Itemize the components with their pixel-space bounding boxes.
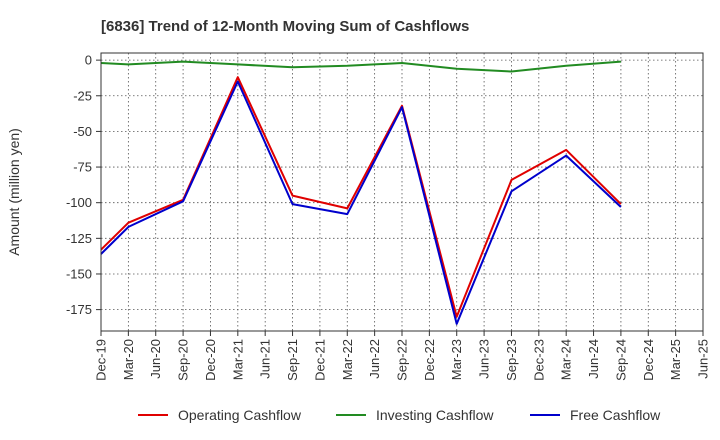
x-tick-label: Dec-19 — [94, 339, 109, 381]
x-tick-label: Dec-21 — [312, 339, 327, 381]
x-tick-label: Dec-23 — [531, 339, 546, 381]
y-tick-label: -150 — [66, 266, 92, 281]
x-tick-label: Jun-20 — [148, 339, 163, 379]
x-tick-label: Sep-23 — [504, 339, 519, 381]
y-tick-label: -100 — [66, 195, 92, 210]
x-tick-label: Jun-22 — [367, 339, 382, 379]
x-tick-label: Dec-20 — [203, 339, 218, 381]
x-tick-label: Mar-25 — [668, 339, 683, 380]
y-tick-label: 0 — [85, 53, 92, 68]
legend: Operating Cashflow Investing Cashflow Free… — [138, 407, 661, 423]
x-tick-label: Mar-24 — [559, 339, 574, 380]
chart-title: [6836] Trend of 12-Month Moving Sum of C… — [101, 18, 469, 35]
series-line-investing-cashflow — [100, 60, 621, 73]
y-tick-labels: 0 -25 -50 -75 -100 -125 -150 -175 — [66, 53, 101, 317]
x-tick-label: Jun-24 — [586, 339, 601, 379]
y-tick-label: -50 — [73, 124, 92, 139]
x-tick-label: Jun-25 — [696, 339, 711, 379]
y-tick-label: -25 — [73, 88, 92, 103]
grid-layer — [100, 53, 704, 331]
series-layer — [100, 60, 622, 325]
x-tick-label: Mar-21 — [230, 339, 245, 380]
x-tick-label: Dec-24 — [641, 339, 656, 381]
x-tick-label: Sep-20 — [176, 339, 191, 381]
series-line-operating-cashflow — [100, 76, 622, 318]
series-line-free-cashflow — [100, 80, 622, 325]
x-tick-label: Sep-21 — [285, 339, 300, 381]
x-tick-label: Mar-23 — [449, 339, 464, 380]
y-tick-label: -175 — [66, 302, 92, 317]
x-tick-label: Jun-21 — [258, 339, 273, 379]
x-tick-label: Dec-22 — [422, 339, 437, 381]
legend-label-investing-cashflow: Investing Cashflow — [376, 407, 494, 423]
x-tick-label: Sep-22 — [395, 339, 410, 381]
y-tick-label: -125 — [66, 231, 92, 246]
legend-label-free-cashflow: Free Cashflow — [570, 407, 661, 423]
x-tick-label: Mar-22 — [340, 339, 355, 380]
y-tick-label: -75 — [73, 160, 92, 175]
y-axis-label: Amount (million yen) — [6, 128, 22, 256]
legend-label-operating-cashflow: Operating Cashflow — [178, 407, 302, 423]
x-tick-labels: Dec-19 Mar-20 Jun-20 Sep-20 Dec-20 Mar-21 Jun-… — [94, 331, 711, 381]
x-tick-label: Mar-20 — [121, 339, 136, 380]
x-tick-label: Jun-23 — [477, 339, 492, 379]
x-tick-label: Sep-24 — [613, 339, 628, 381]
